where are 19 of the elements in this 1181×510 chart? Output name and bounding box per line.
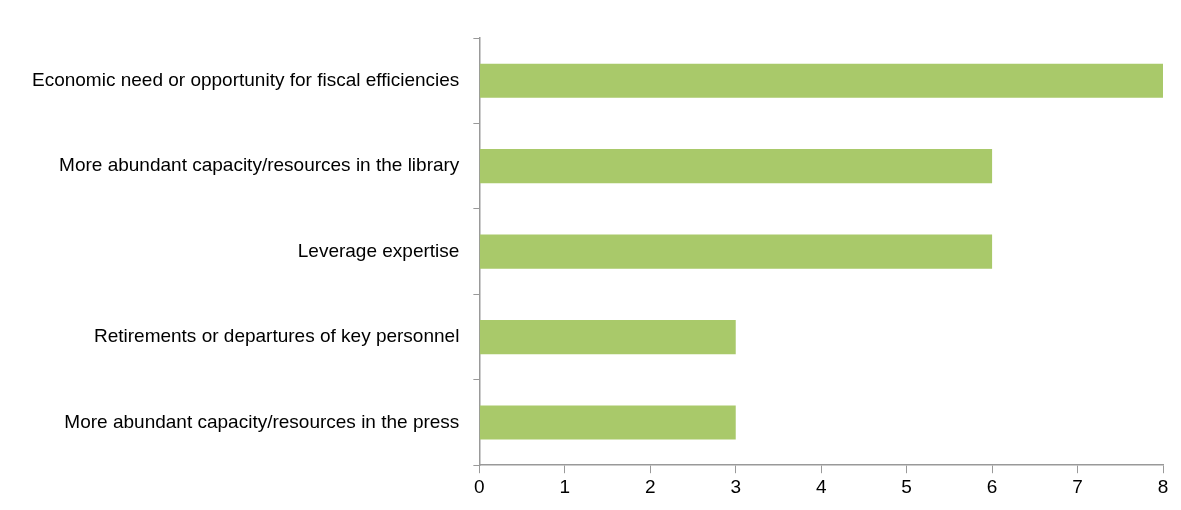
- bar: [479, 149, 993, 184]
- y-tick-label: Retirements or departures of key personnel: [93, 325, 460, 347]
- x-tick-label: 8: [1157, 475, 1169, 497]
- bar: [479, 63, 1163, 98]
- bar: [479, 234, 993, 269]
- y-tick-label: More abundant capacity/resources in the press: [64, 410, 460, 432]
- x-tick-label: 2: [644, 475, 656, 497]
- bar: [479, 319, 736, 355]
- x-tick-label: 3: [730, 475, 742, 497]
- x-tick-label: 0: [474, 475, 485, 497]
- x-tick-label: 5: [901, 475, 912, 497]
- y-tick-label: More abundant capacity/resources in the library: [59, 154, 460, 176]
- y-tick-label: Economic need or opportunity for fiscal efficiencies: [32, 68, 460, 90]
- bar: [479, 405, 736, 440]
- y-tick-label: Leverage expertise: [297, 239, 460, 261]
- x-tick-label: 1: [559, 475, 571, 497]
- x-tick-label: 7: [1072, 475, 1083, 497]
- x-tick-label: 4: [815, 475, 827, 497]
- x-tick-label: 6: [986, 475, 998, 497]
